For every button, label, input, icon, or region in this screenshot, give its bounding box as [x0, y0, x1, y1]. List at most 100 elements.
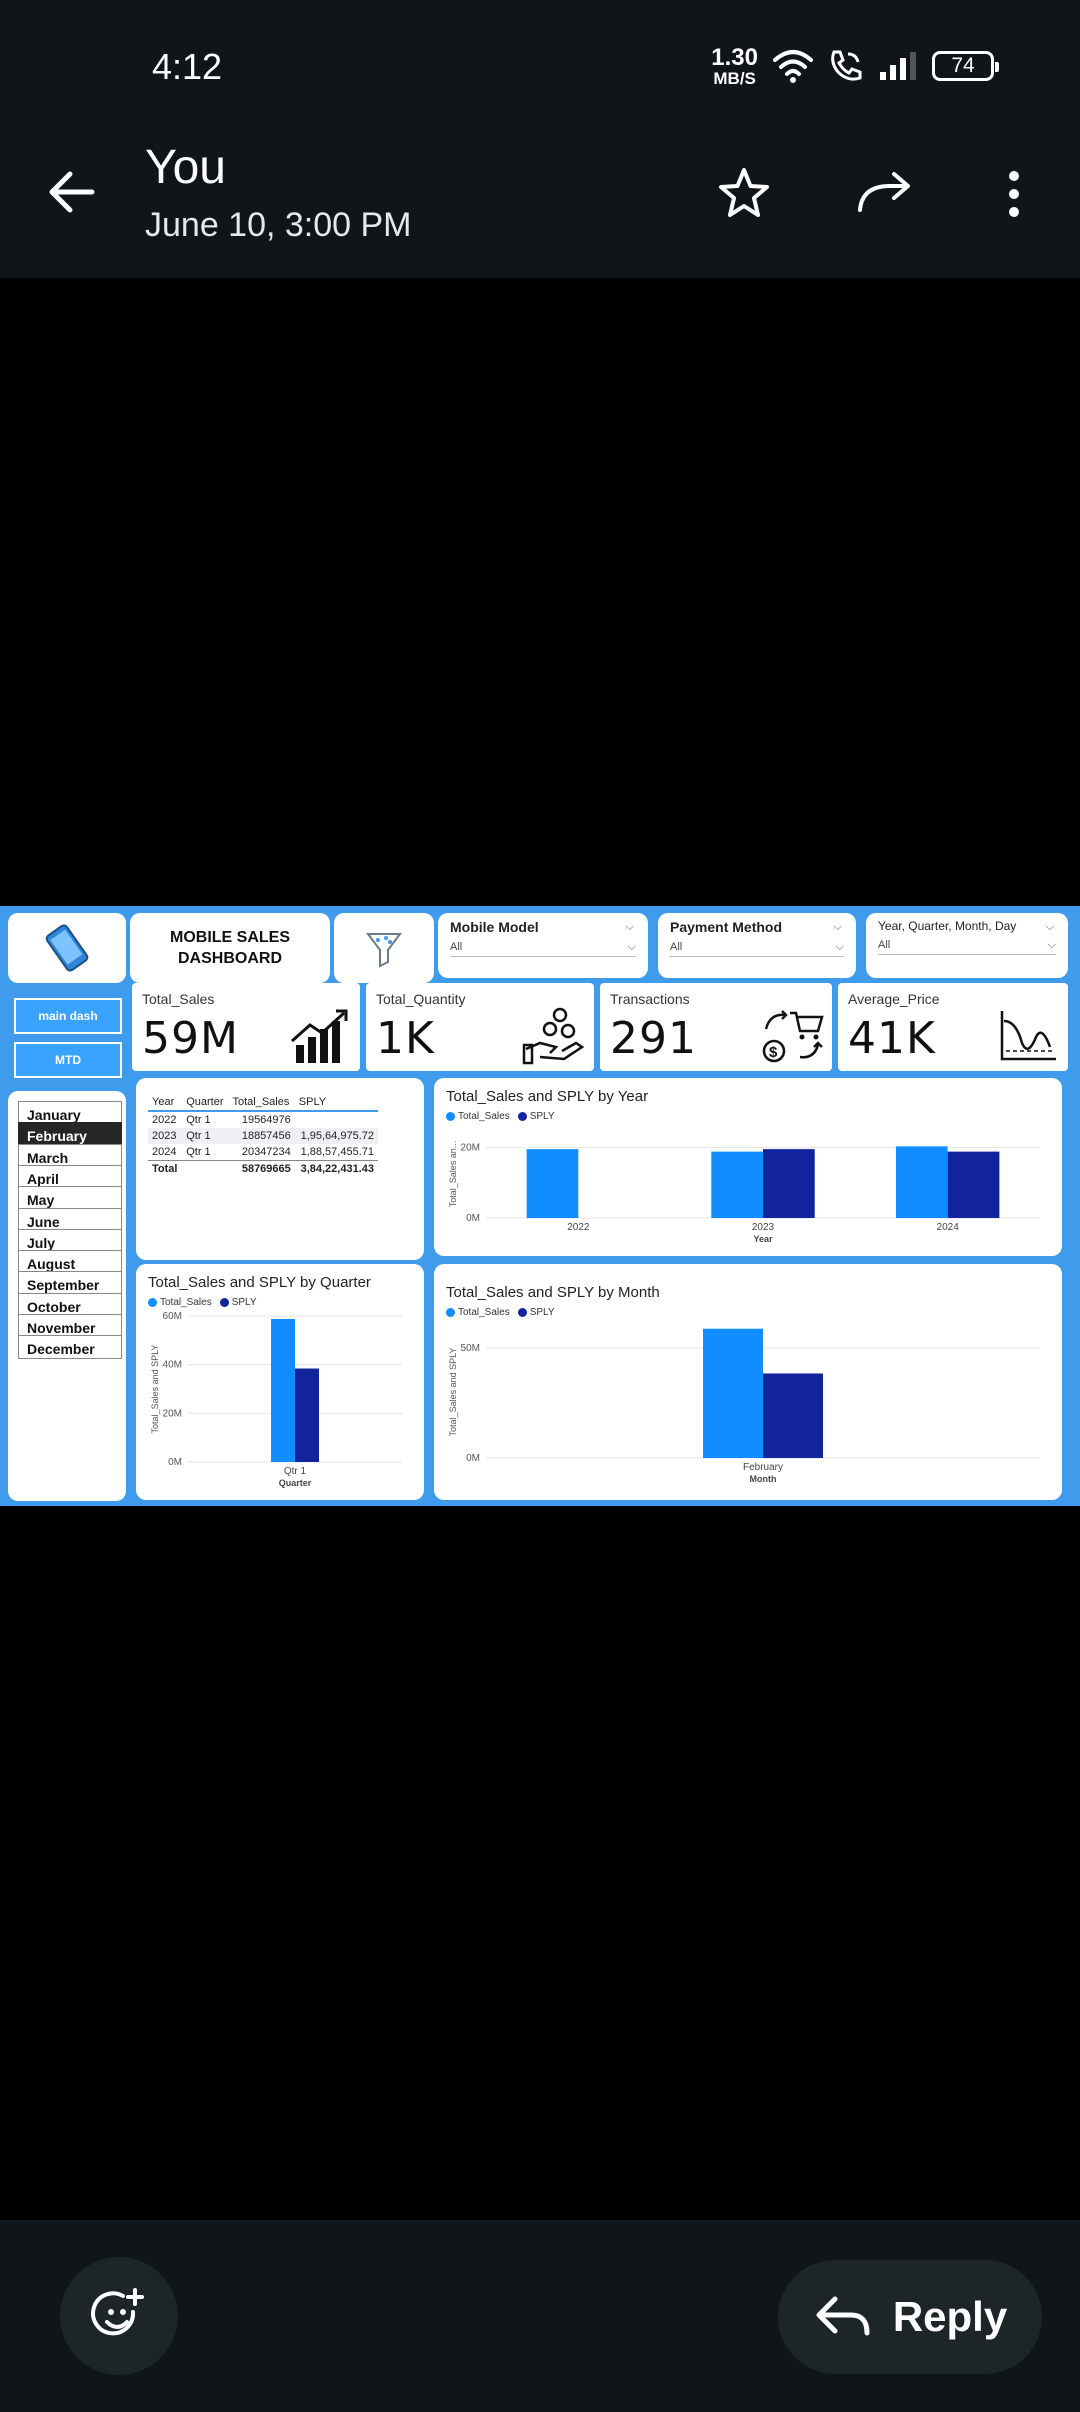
legend-label: SPLY — [231, 1297, 257, 1308]
table-cell: Qtr 1 — [182, 1128, 229, 1144]
month-item-june[interactable]: June — [18, 1207, 122, 1232]
month-item-april[interactable]: April — [18, 1164, 122, 1189]
table-row: 2023 Qtr 1 18857456 1,95,64,975.72 — [148, 1128, 378, 1144]
slicer-label: Mobile Model — [450, 919, 539, 935]
slicer-value[interactable]: All ⌵ — [670, 941, 844, 957]
y-tick-label: 20M — [461, 1143, 480, 1154]
legend-label: Total_Sales — [458, 1111, 510, 1122]
x-axis-label: Quarter — [279, 1478, 312, 1488]
bar-total-sales — [703, 1328, 763, 1458]
star-icon[interactable] — [712, 162, 776, 226]
legend-marker — [517, 1307, 527, 1317]
col-header[interactable]: Quarter — [182, 1094, 229, 1112]
table-cell: 20347234 — [241, 1146, 291, 1158]
slicer-date[interactable]: ⌵ Year, Quarter, Month, Day All ⌵ — [866, 913, 1068, 978]
table-cell — [295, 1111, 378, 1128]
dashboard-title: MOBILE SALES DASHBOARD — [130, 913, 330, 983]
y-tick-label: 50M — [461, 1343, 480, 1354]
x-tick-label: 2023 — [752, 1222, 775, 1233]
table-total-row: Total 58769665 3,84,22,431.43 — [148, 1160, 378, 1177]
month-item-may[interactable]: May — [18, 1186, 122, 1211]
chart-legend: Total_Sales SPLY — [148, 1297, 412, 1308]
month-item-february[interactable]: February — [18, 1122, 122, 1147]
y-tick-label: 40M — [163, 1360, 182, 1371]
month-item-november[interactable]: November — [18, 1314, 122, 1338]
filter-icon-card[interactable] — [334, 913, 434, 983]
table-cell: 1,95,64,975.72 — [294, 1128, 378, 1144]
slicer-payment-method[interactable]: ⌵ Payment Method All ⌵ — [658, 913, 856, 978]
net-speed-value: 1.30 — [711, 43, 758, 71]
top-bar: 4:12 1.30 MB/S 74 You June 10, 3:00 PM — [0, 0, 1080, 278]
status-time: 4:12 — [152, 46, 223, 87]
y-tick-label: 20M — [163, 1408, 182, 1419]
month-item-july[interactable]: July — [18, 1228, 122, 1253]
col-header[interactable]: Total_Sales — [228, 1094, 295, 1112]
page-nav: ... main dash MTD — [8, 988, 126, 1084]
svg-text:$: $ — [769, 1044, 778, 1061]
col-header[interactable]: SPLY — [294, 1094, 378, 1112]
col-header[interactable]: Year — [148, 1094, 183, 1112]
chevron-down-icon: ⌵ — [627, 941, 636, 953]
signal-icon — [880, 52, 916, 80]
legend-marker — [517, 1111, 527, 1121]
quarter-bar-chart: 0M 20M 40M 60M Total_Sales and SPLY Qtr 1Quar… — [150, 1311, 402, 1488]
month-item-september[interactable]: September — [18, 1271, 122, 1296]
more-vert-icon[interactable] — [982, 162, 1046, 226]
y-axis-label: Total_Sales and SPLY — [150, 1345, 160, 1434]
month-item-march[interactable]: March — [18, 1143, 122, 1168]
bottom-bar: Reply — [0, 2220, 1080, 2412]
bar-sply — [763, 1149, 815, 1218]
slicer-mobile-model[interactable]: ⌵ Mobile Model All ⌵ — [438, 913, 648, 978]
wifi-call-icon — [831, 50, 862, 81]
reply-button[interactable]: Reply — [778, 2260, 1042, 2374]
x-axis-label: Month — [750, 1474, 777, 1484]
table-cell: Qtr 1 — [186, 1114, 211, 1126]
table-cell: 3,84,22,431.43 — [294, 1160, 378, 1177]
chart-by-year: Total_Sales and SPLY by Year Total_Sales… — [434, 1078, 1062, 1256]
legend-label: SPLY — [529, 1111, 555, 1122]
net-speed-unit: MB/S — [713, 68, 756, 88]
dashboard-image[interactable]: MOBILE SALES DASHBOARD ⌵ Mobile Model Al… — [0, 906, 1080, 1506]
chart-title: Total_Sales and SPLY by Quarter — [148, 1274, 371, 1291]
y-tick-label: 0M — [466, 1453, 480, 1464]
table-cell: 19564976 — [241, 1114, 291, 1126]
y-tick-label: 0M — [466, 1213, 480, 1224]
table-cell: 18857456 — [228, 1128, 295, 1144]
forward-icon[interactable] — [854, 162, 918, 226]
kpi-total-sales: Total_Sales 59M — [132, 983, 360, 1071]
kpi-label: Average_Price — [848, 991, 940, 1007]
chevron-down-icon: ⌵ — [1047, 939, 1056, 951]
distribution-curve-icon — [1000, 1011, 1056, 1061]
slicer-value[interactable]: All ⌵ — [878, 939, 1056, 955]
bar-sply — [295, 1368, 319, 1462]
mtd-button[interactable]: MTD — [14, 1042, 122, 1078]
add-reaction-button[interactable] — [60, 2257, 178, 2375]
month-item-october[interactable]: October — [18, 1292, 122, 1317]
slicer-value[interactable]: All ⌵ — [450, 941, 636, 957]
message-datetime: June 10, 3:00 PM — [145, 206, 412, 244]
kpi-value: 41K — [848, 1013, 936, 1064]
table-cell: 2024 — [152, 1146, 177, 1158]
slicer-label: Payment Method — [670, 919, 783, 935]
main-dash-button[interactable]: main dash — [14, 998, 122, 1034]
kpi-value: 1K — [376, 1013, 435, 1064]
chevron-down-icon: ⌵ — [835, 941, 844, 953]
month-item-december[interactable]: December — [18, 1335, 122, 1360]
table-cell: 2022 — [152, 1114, 177, 1126]
legend-marker — [219, 1297, 229, 1307]
reply-arrow-icon — [816, 2296, 870, 2336]
chart-by-month: Total_Sales and SPLY by Month Total_Sale… — [434, 1264, 1062, 1500]
kpi-transactions: Transactions 291 $ — [600, 983, 832, 1071]
sales-table: Year Quarter Total_Sales SPLY 2022 Qtr 1… — [148, 1094, 378, 1177]
month-item-august[interactable]: August — [18, 1250, 122, 1275]
table-cell: 2023 — [148, 1128, 183, 1144]
chevron-down-icon: ⌵ — [625, 921, 634, 933]
month-item-january[interactable]: January — [18, 1101, 122, 1125]
filter-funnel-icon — [366, 933, 402, 968]
status-icons: 1.30 MB/S 74 — [711, 43, 999, 88]
back-arrow-icon[interactable] — [40, 160, 104, 224]
bar-total-sales — [711, 1151, 763, 1218]
y-tick-label: 0M — [168, 1457, 182, 1468]
kpi-label: Total_Sales — [142, 991, 215, 1007]
